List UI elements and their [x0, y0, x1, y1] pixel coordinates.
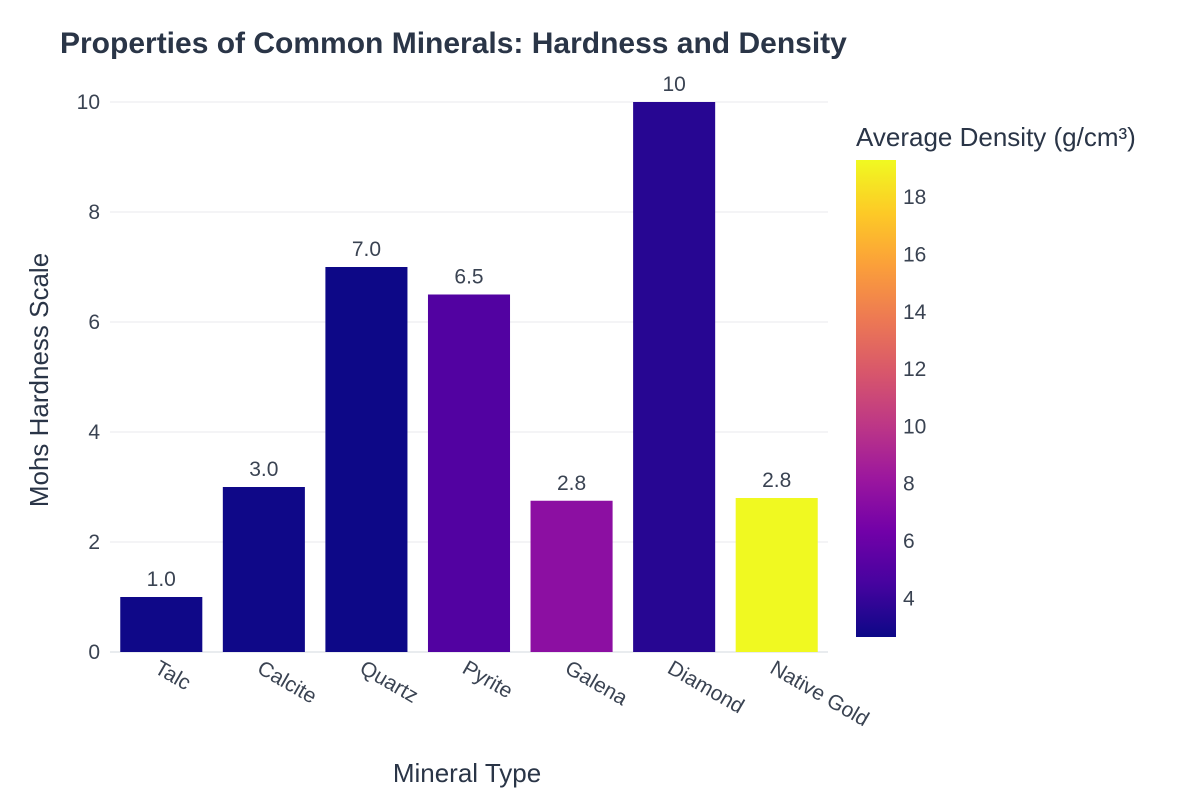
- colorbar-tick-label: 14: [903, 301, 927, 324]
- y-tick-label: 6: [88, 311, 100, 334]
- bar-value-label: 6.5: [454, 266, 483, 289]
- bar: [222, 487, 305, 652]
- bar: [735, 498, 818, 652]
- bar-value-label: 1.0: [147, 568, 176, 591]
- x-tick-label: Pyrite: [459, 656, 517, 703]
- bar: [633, 102, 716, 652]
- colorbar-tick-label: 4: [903, 587, 915, 610]
- colorbar-title: Average Density (g/cm³): [856, 122, 1136, 152]
- colorbar-tick-label: 8: [903, 473, 915, 496]
- colorbar: Average Density (g/cm³) 4 6 8 10 12 14 16 18: [856, 122, 1136, 637]
- bar-value-label: 3.0: [249, 458, 278, 481]
- bar: [427, 294, 511, 652]
- x-tick-label: Native Gold: [766, 656, 873, 731]
- bar: [530, 500, 613, 652]
- x-tick-label: Calcite: [253, 656, 320, 708]
- colorbar-tick-label: 18: [903, 186, 926, 209]
- x-axis-title: Mineral Type: [393, 758, 541, 788]
- y-tick-label: 0: [88, 641, 100, 664]
- colorbar-tick-layer: 4 6 8 10 12 14 16 18: [903, 186, 927, 610]
- y-tick-label: 8: [88, 201, 100, 224]
- colorbar-tick-label: 10: [903, 415, 926, 438]
- bar-value-label: 2.8: [557, 472, 586, 495]
- y-tick-label: 2: [88, 531, 100, 554]
- x-tick-label: Galena: [561, 656, 631, 710]
- y-tick-label: 10: [77, 91, 100, 114]
- bar-value-label: 7.0: [352, 238, 381, 261]
- bar: [120, 597, 203, 652]
- x-tick-layer: Talc Calcite Quartz Pyrite Galena Diamond Nati…: [151, 656, 873, 731]
- bar-label-layer: 1.0 3.0 7.0 6.5 2.8 10 2.8: [147, 73, 792, 591]
- colorbar-gradient: [856, 160, 896, 637]
- x-tick-label: Talc: [151, 656, 195, 695]
- colorbar-tick-label: 6: [903, 530, 915, 553]
- chart-title: Properties of Common Minerals: Hardness …: [60, 27, 847, 60]
- bar-value-label: 2.8: [762, 469, 791, 492]
- x-tick-label: Quartz: [356, 656, 422, 707]
- x-tick-label: Diamond: [664, 656, 748, 718]
- bar-value-label: 10: [662, 73, 685, 96]
- bar-layer: [120, 102, 818, 652]
- colorbar-tick-label: 16: [903, 244, 926, 267]
- y-axis-title: Mohs Hardness Scale: [24, 253, 54, 507]
- y-tick-layer: 0 2 4 6 8 10: [77, 91, 101, 664]
- bar: [325, 267, 408, 652]
- y-tick-label: 4: [88, 421, 100, 444]
- colorbar-tick-label: 12: [903, 358, 926, 381]
